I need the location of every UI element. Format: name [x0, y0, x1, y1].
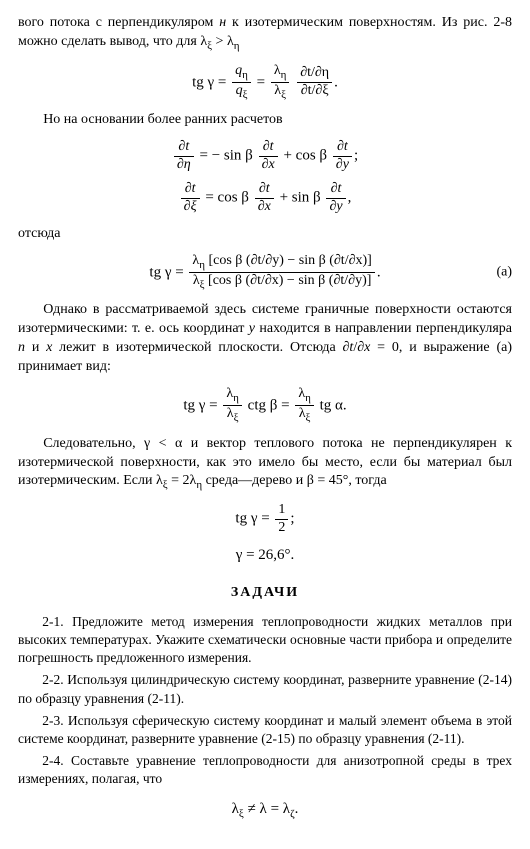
var: п — [18, 340, 25, 355]
section-heading-tasks: ЗАДАЧИ — [18, 584, 512, 603]
fraction: ∂t/∂η ∂t/∂ξ — [297, 66, 332, 98]
paragraph: отсюда — [18, 225, 512, 244]
fraction: ∂t ∂x — [255, 182, 274, 214]
text: > λ — [212, 34, 234, 49]
semicolon: ; — [354, 148, 358, 164]
fraction: ∂t ∂ξ — [181, 182, 200, 214]
s: ξ — [234, 412, 239, 424]
n: [cos β (∂t/∂x) − sin β (∂t/∂y)] — [205, 273, 372, 288]
period: . — [334, 74, 338, 90]
equation-2: ∂t ∂η = − sin β ∂t ∂x + cos β ∂t ∂y ; — [18, 140, 512, 172]
s: η — [242, 68, 248, 80]
fraction: ∂t ∂y — [333, 140, 352, 172]
fraction: ∂t ∂η — [174, 140, 194, 172]
text: вого потока с перпендикуляром — [18, 15, 219, 30]
equation-label: (а) — [496, 263, 512, 282]
n: ∂t — [331, 181, 342, 196]
text: ≠ λ = λ — [244, 801, 290, 817]
n: ∂x — [258, 199, 271, 214]
n: ∂t — [337, 139, 348, 154]
n: ∂t — [178, 139, 189, 154]
tg: tg γ = — [192, 74, 226, 90]
subscript: η — [234, 40, 240, 52]
text: = − sin β — [200, 148, 257, 164]
s: ξ — [281, 89, 286, 101]
n: [cos β (∂t/∂y) − sin β (∂t/∂x)] — [205, 253, 372, 268]
tg: tg γ = — [235, 511, 269, 527]
text: + sin β — [280, 190, 325, 206]
task-2-2: 2-2. Используя цилиндрическую систему ко… — [18, 671, 512, 707]
text: = 2λ — [168, 473, 197, 488]
fraction: λη [cos β (∂t/∂y) − sin β (∂t/∂x)] λξ [c… — [189, 254, 374, 292]
task-2-1: 2-1. Предложите метод измерения теплопро… — [18, 613, 512, 668]
task-2-4: 2-4. Составьте уравнение теплопроводност… — [18, 752, 512, 788]
mid: ctg β = — [248, 397, 290, 413]
equation-3: ∂t ∂ξ = cos β ∂t ∂x + sin β ∂t ∂y , — [18, 182, 512, 214]
n: λ — [227, 406, 234, 421]
n: ∂ξ — [184, 199, 197, 214]
s: ξ — [243, 89, 248, 101]
text: находится в направлении перпендикуляра — [255, 321, 512, 336]
s: ξ — [306, 412, 311, 424]
n: ∂t/∂η — [297, 66, 332, 83]
paragraph: Однако в рассматриваемой здесь системе г… — [18, 301, 512, 377]
n: λ — [193, 273, 200, 288]
equation-7: γ = 26,6°. — [18, 545, 512, 565]
text: среда—дерево и β = 45°, тогда — [202, 473, 387, 488]
n: 1 — [275, 503, 288, 520]
n: λ — [274, 63, 281, 78]
s: η — [233, 392, 239, 404]
n: ∂η — [177, 157, 191, 172]
n: ∂t — [263, 139, 274, 154]
text: и — [25, 340, 46, 355]
fraction: λη λξ — [271, 64, 290, 102]
comma: , — [348, 190, 352, 206]
n: ∂y — [336, 157, 349, 172]
lambda: λ — [232, 801, 239, 817]
paragraph: Следовательно, γ < α и вектор теплового … — [18, 435, 512, 493]
tg: tg γ = — [149, 264, 183, 280]
n: ∂y — [329, 199, 342, 214]
equation-8: λξ ≠ λ = λζ. — [18, 799, 512, 822]
text: лежит в изотермической плоскости. Отсюда… — [52, 340, 349, 355]
paragraph-intro: вого потока с перпендикуляром н к изотер… — [18, 14, 512, 54]
equation-6: tg γ = 1 2 ; — [18, 503, 512, 535]
n: q — [236, 83, 243, 98]
text: /∂ — [353, 340, 364, 355]
fraction: λη λξ — [295, 387, 314, 425]
text: = cos β — [205, 190, 252, 206]
n: ∂t/∂ξ — [297, 83, 332, 99]
equation-a: tg γ = λη [cos β (∂t/∂y) − sin β (∂t/∂x)… — [18, 254, 512, 292]
equation-1: tg γ = qη qξ = λη λξ ∂t/∂η ∂t/∂ξ . — [18, 64, 512, 102]
fraction: qη qξ — [232, 64, 251, 102]
n: ∂t — [185, 181, 196, 196]
s: η — [281, 68, 287, 80]
fraction: λη λξ — [223, 387, 242, 425]
n: ∂x — [262, 157, 275, 172]
n: ∂t — [259, 181, 270, 196]
period: . — [377, 264, 381, 280]
fraction: ∂t ∂x — [259, 140, 278, 172]
s: η — [305, 392, 311, 404]
fraction: ∂t ∂y — [326, 182, 345, 214]
end: tg α. — [316, 397, 347, 413]
tg: tg γ = — [183, 397, 217, 413]
paragraph: Но на основании более ранних расчетов — [18, 111, 512, 130]
task-2-3: 2-3. Используя сферическую систему коорд… — [18, 712, 512, 748]
n: λ — [299, 406, 306, 421]
equation-5: tg γ = λη λξ ctg β = λη λξ tg α. — [18, 387, 512, 425]
text: + cos β — [283, 148, 330, 164]
n: 2 — [275, 520, 288, 536]
semicolon: ; — [290, 511, 294, 527]
period: . — [295, 801, 299, 817]
fraction: 1 2 — [275, 503, 288, 535]
